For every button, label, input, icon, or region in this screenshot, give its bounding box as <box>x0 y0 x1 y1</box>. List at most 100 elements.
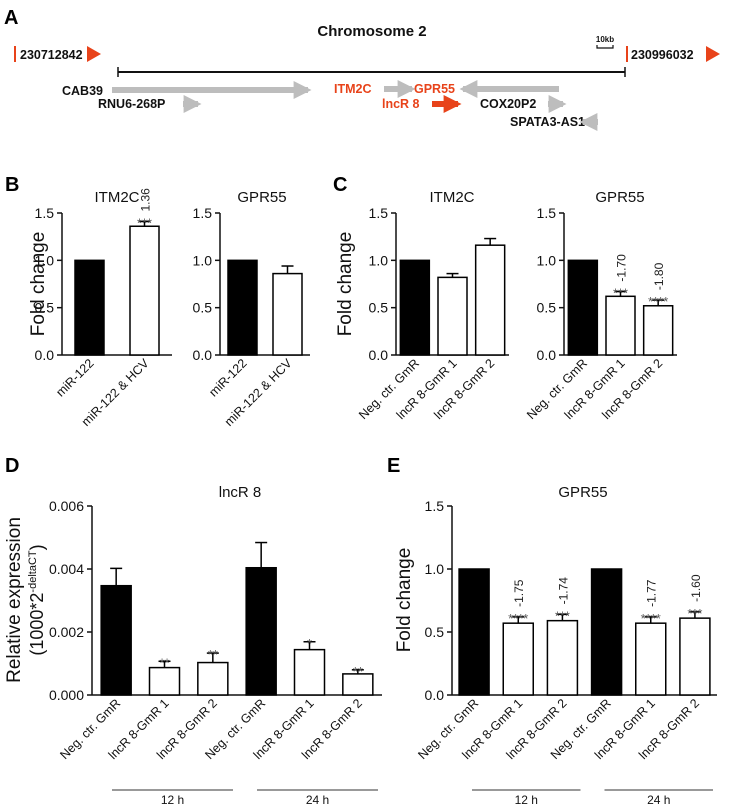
group-label: 12 h <box>515 793 538 807</box>
x-tick-label: miR-122 <box>53 356 96 399</box>
y-tick-label: 0.0 <box>537 347 557 363</box>
significance-label: ** <box>353 664 363 679</box>
significance-label: * <box>307 636 312 651</box>
panel-label-b: B <box>5 174 19 196</box>
chromosome-title: Chromosome 2 <box>317 23 426 40</box>
chart-title: ITM2C <box>430 189 475 206</box>
y-tick-label: 1.5 <box>369 205 389 221</box>
significance-label: **** <box>508 611 528 626</box>
panel-label-d: D <box>5 455 19 477</box>
y-tick-label: 1.0 <box>425 561 445 577</box>
bar <box>74 259 105 356</box>
panel-label-e: E <box>387 455 400 477</box>
bar <box>635 622 667 696</box>
chart-title: ITM2C <box>95 189 140 206</box>
y-tick-label: 0.0 <box>369 347 389 363</box>
significance-label: **** <box>648 294 668 309</box>
end-marker-arrow-icon <box>706 46 720 62</box>
fold-change-label: -1.75 <box>512 579 526 607</box>
group-label: 24 h <box>306 793 329 807</box>
bar <box>474 244 506 356</box>
y-tick-label: 1.0 <box>35 252 55 268</box>
bar <box>642 305 674 356</box>
fold-change-label: -1.74 <box>556 577 570 605</box>
y-tick-label: 0.0 <box>425 687 445 703</box>
chart-title: lncR 8 <box>219 484 262 501</box>
bar <box>197 661 229 696</box>
bar <box>546 619 579 696</box>
y-tick-label: 1.0 <box>193 252 213 268</box>
significance-label: ** <box>208 647 218 662</box>
gene-label-cox20p2: COX20P2 <box>480 97 536 111</box>
y-axis-units-superscript: -deltaCT <box>27 550 39 592</box>
group-label: 12 h <box>161 793 184 807</box>
bar <box>567 259 599 356</box>
y-tick-label: 1.0 <box>537 252 557 268</box>
y-tick-label: 1.5 <box>193 205 213 221</box>
bar <box>148 666 181 696</box>
bar <box>590 568 623 696</box>
y-tick-label: 0.5 <box>369 300 389 316</box>
bar <box>100 584 132 696</box>
fold-change-label: -1.80 <box>652 262 666 290</box>
bar <box>437 276 468 356</box>
bar <box>227 259 258 356</box>
bar <box>399 259 431 356</box>
y-tick-label: 0.0 <box>35 347 55 363</box>
y-tick-label: 0.5 <box>35 300 55 316</box>
chart-d-lncr8: lncR 8 0.000 0.002 0.004 0.006 Relative expre… <box>4 484 382 807</box>
bar <box>502 622 534 696</box>
bar <box>272 272 303 356</box>
y-tick-label: 1.5 <box>537 205 557 221</box>
significance-label: *** <box>555 608 570 623</box>
fold-change-label: -1.60 <box>689 574 703 602</box>
significance-label: *** <box>137 216 152 231</box>
y-tick-label: 1.5 <box>35 205 55 221</box>
y-tick-label: 0.000 <box>49 687 84 703</box>
bar <box>245 566 277 696</box>
y-tick-label: 1.5 <box>425 498 445 514</box>
bar <box>458 568 490 696</box>
end-coordinate: 230996032 <box>631 48 694 62</box>
y-tick-label: 0.002 <box>49 624 84 640</box>
scale-bar <box>596 45 614 49</box>
y-tick-label: 0.004 <box>49 561 84 577</box>
significance-label: *** <box>687 606 702 621</box>
y-tick-label: 0.5 <box>193 300 213 316</box>
y-tick-label: 0.0 <box>193 347 213 363</box>
y-tick-label: 1.0 <box>369 252 389 268</box>
chart-title: GPR55 <box>237 189 286 206</box>
bar <box>605 295 636 356</box>
y-axis-units-text: (1000*2 <box>27 593 47 656</box>
y-tick-label: 0.006 <box>49 498 84 514</box>
y-axis-label-units: (1000*2-deltaCT) <box>27 544 47 655</box>
significance-label: ** <box>159 655 169 670</box>
bar <box>293 648 326 696</box>
bar <box>679 617 711 696</box>
chart-title: GPR55 <box>595 189 644 206</box>
chart-title: GPR55 <box>558 484 607 501</box>
scale-bar-label: 10kb <box>596 35 614 44</box>
fold-change-label: -1.70 <box>615 254 629 282</box>
gene-label-cab39: CAB39 <box>62 84 103 98</box>
panel-label-a: A <box>4 7 18 29</box>
x-tick-label: miR-122 <box>206 356 249 399</box>
y-axis-label: Fold change <box>394 548 415 653</box>
panel-a: A Chromosome 2 230712842 230996032 10kb … <box>4 7 720 131</box>
bar <box>129 225 160 356</box>
y-tick-label: 0.5 <box>537 300 557 316</box>
y-axis-label: Fold change <box>28 232 49 337</box>
significance-label: **** <box>641 611 661 626</box>
gene-label-lncr8: lncR 8 <box>382 97 420 111</box>
gene-label-spata3-as1: SPATA3-AS1 <box>510 115 585 129</box>
start-coordinate: 230712842 <box>20 48 83 62</box>
gene-label-rnu6-268p: RNU6-268P <box>98 97 165 111</box>
y-axis-units-close: ) <box>27 544 47 550</box>
gene-label-gpr55: GPR55 <box>414 82 455 96</box>
fold-change-label: 1.36 <box>139 188 153 212</box>
